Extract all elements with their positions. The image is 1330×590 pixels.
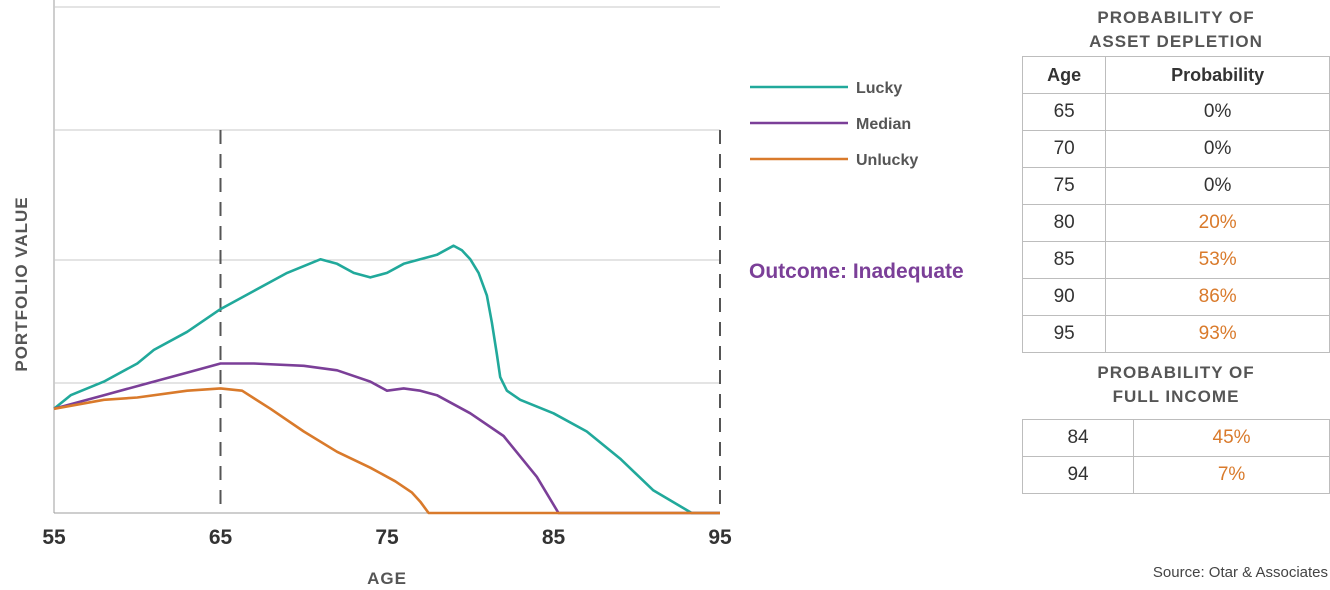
age-cell: 95 [1021,315,1107,353]
probability-cell: 7% [1133,456,1330,494]
table-row: 65 0% [1021,93,1330,131]
table-row: 80 20% [1021,204,1330,242]
probability-cell: 0% [1105,130,1330,168]
probability-cell: 0% [1105,93,1330,131]
column-header-age: Age [1021,56,1107,94]
outcome-annotation: Outcome: Inadequate [749,260,964,283]
x-tick-labels: 55 65 75 85 95 [42,526,732,549]
income-table-title: PROBABILITY OF FULL INCOME [1097,363,1255,406]
portfolio-chart: 55 65 75 85 95 AGE PORTFOLIO VALUE Lucky Medi… [12,0,964,588]
series-lines [53,244,720,515]
table-row: 85 53% [1021,241,1330,279]
age-cell: 75 [1021,167,1107,205]
age-cell: 85 [1021,241,1107,279]
y-axis-title: PORTFOLIO VALUE [12,196,31,371]
age-cell: 84 [1021,419,1135,457]
probability-cell: 93% [1105,315,1330,353]
legend: Lucky Median Unlucky [750,80,918,169]
table-row: 94 7% [1021,456,1330,494]
x-tick-label: 95 [708,526,732,549]
age-cell: 70 [1021,130,1107,168]
x-tick-label: 85 [542,526,566,549]
x-tick-label: 75 [375,526,399,549]
grid-lines [53,0,720,514]
table-row: 84 45% [1021,419,1330,457]
probability-tables: PROBABILITY OF ASSET DEPLETION Age Proba… [1021,0,1330,494]
series-line-unlucky [53,387,720,515]
depletion-table-title: PROBABILITY OF ASSET DEPLETION [1089,8,1263,51]
age-cell: 94 [1021,456,1135,494]
reference-lines [219,130,721,513]
series-line-lucky [53,244,720,515]
table-row: 75 0% [1021,167,1330,205]
age-cell: 90 [1021,278,1107,316]
probability-cell: 53% [1105,241,1330,279]
column-header-probability: Probability [1105,56,1330,94]
legend-label: Unlucky [856,152,918,169]
x-tick-label: 65 [209,526,233,549]
income-table: 84 45% 94 7% [1021,419,1330,494]
table-row: 95 93% [1021,315,1330,353]
probability-cell: 0% [1105,167,1330,205]
probability-cell: 86% [1105,278,1330,316]
x-tick-label: 55 [42,526,66,549]
probability-cell: 45% [1133,419,1330,457]
source-note: Source: Otar & Associates [1152,564,1328,581]
depletion-table: Age Probability 65 0% 70 0% 75 0% 80 20% 85 53% 90… [1021,56,1330,353]
legend-label: Median [856,116,911,133]
x-axis-title: AGE [367,569,407,588]
table-row: 70 0% [1021,130,1330,168]
age-cell: 80 [1021,204,1107,242]
age-cell: 65 [1021,93,1107,131]
legend-label: Lucky [856,80,902,97]
series-line-median [53,362,720,515]
probability-cell: 20% [1105,204,1330,242]
table-row: 90 86% [1021,278,1330,316]
